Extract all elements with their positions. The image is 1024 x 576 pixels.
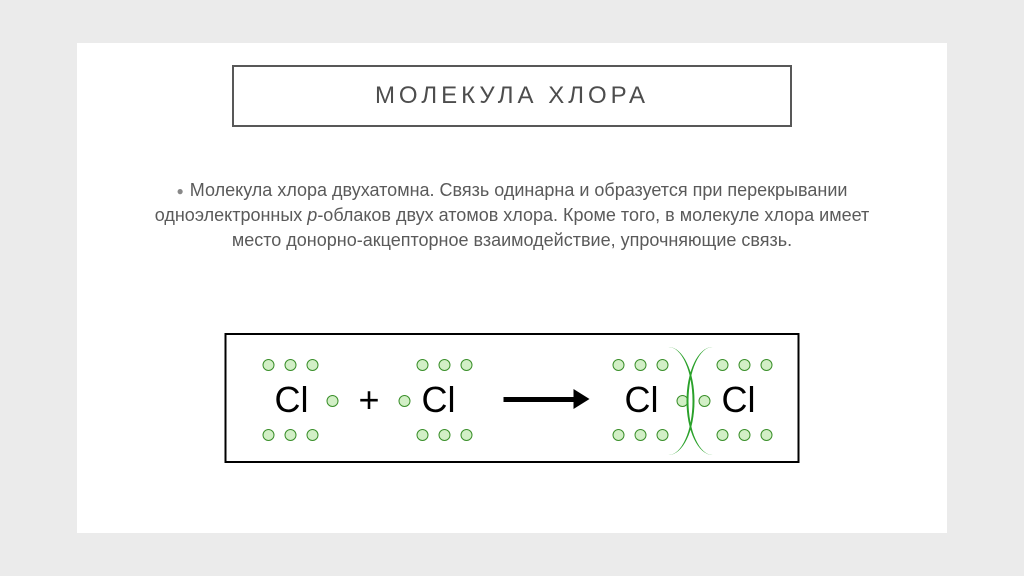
electron-dot xyxy=(461,429,473,441)
electron-dot xyxy=(739,429,751,441)
electron-dot xyxy=(761,429,773,441)
paragraph: ●Молекула хлора двухатомна. Связь одинар… xyxy=(152,178,872,254)
paragraph-em: р xyxy=(307,205,317,225)
plus-sign: + xyxy=(359,379,380,421)
electron-dot xyxy=(307,429,319,441)
diagram-canvas: ClClClCl+ xyxy=(227,335,798,461)
electron-dot xyxy=(417,359,429,371)
electron-dot xyxy=(613,359,625,371)
electron-dot xyxy=(613,429,625,441)
atom-label-1: Cl xyxy=(422,379,456,421)
electron-dot xyxy=(417,429,429,441)
atom-label-0: Cl xyxy=(275,379,309,421)
lewis-diagram: ClClClCl+ xyxy=(225,333,800,463)
electron-dot xyxy=(399,395,411,407)
electron-dot xyxy=(439,429,451,441)
overlap-curve-right xyxy=(687,347,739,455)
electron-dot xyxy=(263,359,275,371)
electron-dot xyxy=(635,429,647,441)
electron-dot xyxy=(635,359,647,371)
electron-dot xyxy=(285,429,297,441)
electron-dot xyxy=(285,359,297,371)
electron-dot xyxy=(439,359,451,371)
arrow-icon xyxy=(504,397,574,402)
slide-title: МОЛЕКУЛА ХЛОРА xyxy=(375,82,649,110)
electron-dot xyxy=(263,429,275,441)
bullet-icon: ● xyxy=(177,184,184,198)
electron-dot xyxy=(307,359,319,371)
electron-dot xyxy=(739,359,751,371)
electron-dot xyxy=(327,395,339,407)
title-box: МОЛЕКУЛА ХЛОРА xyxy=(232,65,792,127)
arrow-head-icon xyxy=(574,389,590,409)
slide: МОЛЕКУЛА ХЛОРА ●Молекула хлора двухатомн… xyxy=(77,43,947,533)
electron-dot xyxy=(461,359,473,371)
paragraph-suffix: -облаков двух атомов хлора. Кроме того, … xyxy=(232,205,869,250)
electron-dot xyxy=(761,359,773,371)
